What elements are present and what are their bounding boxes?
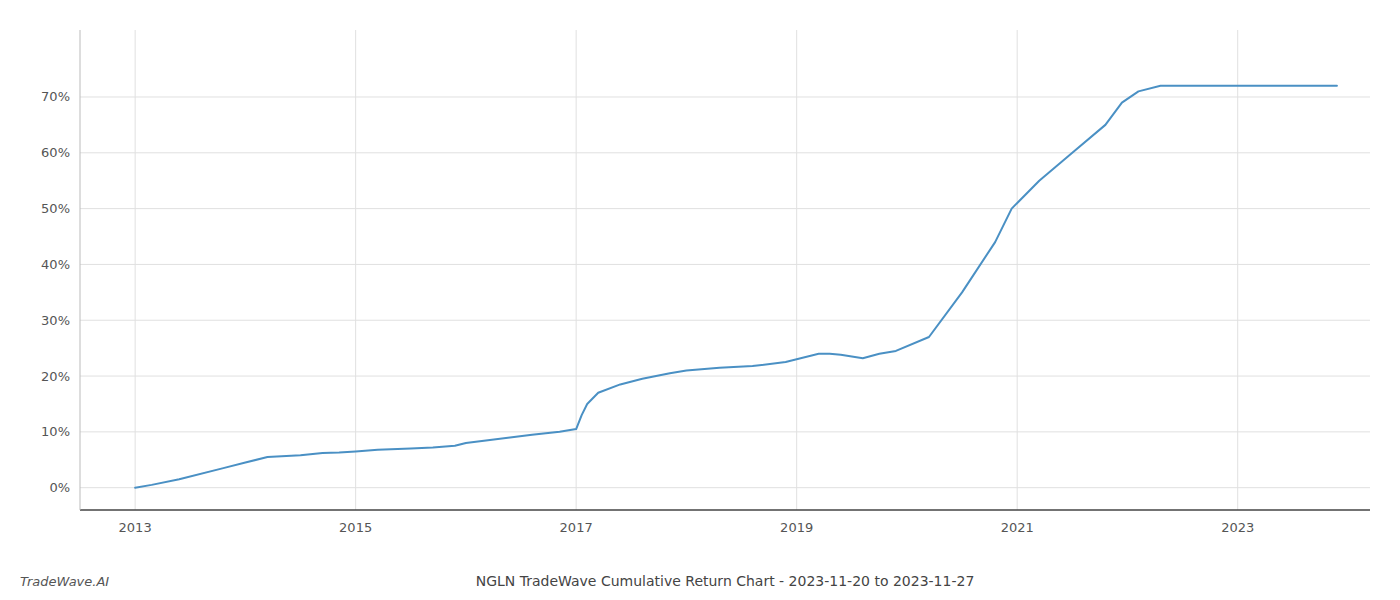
y-tick-label: 20% xyxy=(41,369,70,384)
grid-line-x xyxy=(576,30,577,510)
x-tick-label: 2021 xyxy=(1001,520,1034,535)
grid-line-x xyxy=(796,30,797,510)
watermark: TradeWave.AI xyxy=(20,574,109,589)
axes: 2013 2015 2017 2019 2021 2023 0% 10% 20% 30% 40% 50… xyxy=(41,30,1370,535)
grid xyxy=(80,30,1370,510)
y-tick-label: 0% xyxy=(49,480,70,495)
grid-line-x xyxy=(355,30,356,510)
grid-line-y xyxy=(80,487,1370,488)
x-tick-label: 2023 xyxy=(1221,520,1254,535)
grid-line-x xyxy=(1237,30,1238,510)
y-axis-line xyxy=(80,30,81,510)
title: NGLN TradeWave Cumulative Return Chart -… xyxy=(476,573,975,589)
x-tick-label: 2017 xyxy=(560,520,593,535)
y-tick-label: 30% xyxy=(41,313,70,328)
grid-line-y xyxy=(80,320,1370,321)
x-tick-label: 2019 xyxy=(780,520,813,535)
grid-line-y xyxy=(80,264,1370,265)
grid-line-y xyxy=(80,96,1370,97)
grid-line-y xyxy=(80,431,1370,432)
plot-area xyxy=(135,86,1337,488)
y-tick-label: 40% xyxy=(41,257,70,272)
chart: 2013 2015 2017 2019 2021 2023 0% 10% 20% 30% 40% 50… xyxy=(0,0,1400,600)
y-tick-label: 50% xyxy=(41,201,70,216)
y-tick-label: 10% xyxy=(41,424,70,439)
y-tick-label: 60% xyxy=(41,145,70,160)
grid-line-y xyxy=(80,152,1370,153)
grid-line-x xyxy=(1017,30,1018,510)
grid-line-y xyxy=(80,376,1370,377)
x-axis-line xyxy=(80,509,1370,511)
line xyxy=(135,86,1337,488)
grid-line-y xyxy=(80,208,1370,209)
y-tick-label: 70% xyxy=(41,89,70,104)
grid-line-x xyxy=(135,30,136,510)
x-tick-label: 2015 xyxy=(339,520,372,535)
x-tick-label: 2013 xyxy=(119,520,152,535)
